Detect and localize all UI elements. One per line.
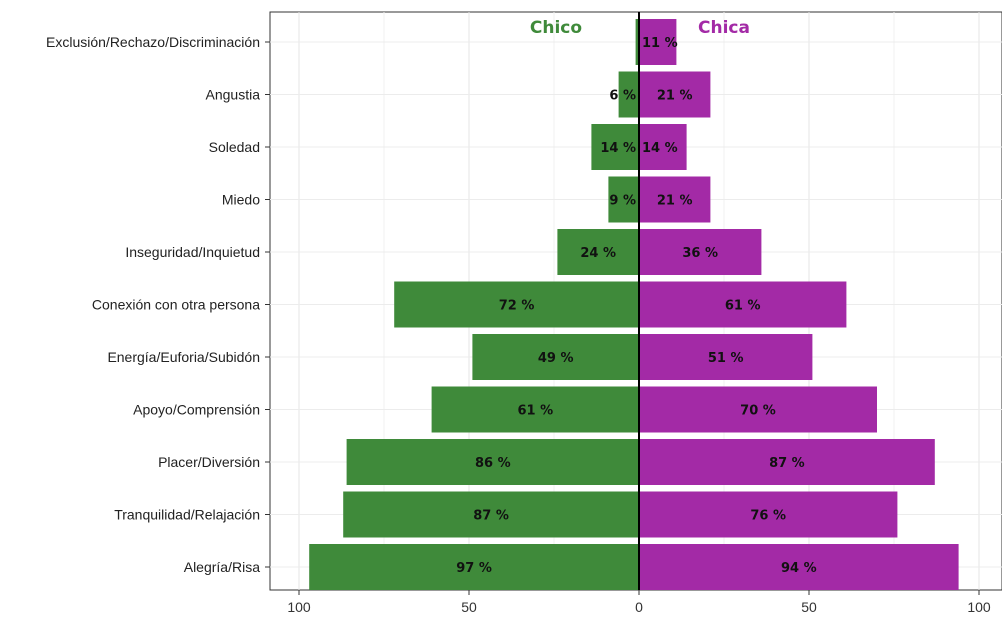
value-label-chico: 86 % [475, 456, 511, 471]
value-label-chica: 76 % [750, 509, 786, 524]
chica-bars [639, 19, 959, 590]
category-label: Exclusión/Rechazo/Discriminación [46, 34, 260, 50]
bar-chico [635, 19, 639, 65]
x-tick-label: 50 [461, 599, 477, 615]
bar-chica [639, 439, 935, 485]
x-tick-label: 100 [287, 599, 311, 615]
x-tick-label: 100 [967, 599, 991, 615]
bar-chica [639, 544, 959, 590]
value-label-chico: 49 % [538, 351, 574, 366]
bar-chica [639, 124, 687, 170]
value-label-chica: 70 % [740, 404, 776, 419]
value-label-chica: 21 % [657, 89, 693, 104]
bar-chica [639, 386, 877, 433]
value-label-chica: 94 % [781, 561, 817, 576]
legend-chico: Chico [530, 18, 582, 38]
category-label: Apoyo/Comprensión [133, 402, 260, 418]
value-label-chico: 24 % [580, 246, 616, 261]
category-ticks [265, 41, 270, 568]
category-labels: Exclusión/Rechazo/Discriminación Angustia… [46, 34, 260, 575]
bar-chica [639, 334, 813, 380]
bar-chico [591, 124, 639, 170]
x-axis-ticks: 100 50 0 50 100 [287, 590, 991, 615]
category-label: Tranquilidad/Relajación [114, 507, 260, 523]
value-label-chica: 87 % [769, 456, 805, 471]
bar-chico [394, 281, 639, 328]
bar-chica [639, 19, 677, 65]
value-label-chica: 36 % [682, 246, 718, 261]
value-label-chico: 6 % [609, 89, 636, 104]
value-label-chico: 61 % [517, 404, 553, 419]
x-tick-label: 0 [635, 599, 643, 615]
bar-chica [639, 176, 711, 223]
value-label-chica: 21 % [657, 194, 693, 209]
category-label: Alegría/Risa [184, 559, 260, 575]
value-label-chica: 11 % [642, 36, 678, 51]
category-label: Angustia [206, 87, 261, 103]
value-labels: 11 % 6 % 21 % 14 % 14 % 9 % 21 % 24 % 36 % 72 % 61… [456, 36, 816, 576]
category-label: Placer/Diversión [158, 454, 260, 470]
bar-chico [346, 439, 639, 485]
bar-chico [343, 491, 639, 538]
value-label-chico: 14 % [600, 141, 636, 156]
x-tick-label: 50 [801, 599, 817, 615]
category-label: Soledad [209, 139, 260, 155]
chico-bars [309, 19, 639, 590]
value-label-chico: 97 % [456, 561, 492, 576]
value-label-chico: 87 % [473, 509, 509, 524]
value-label-chico: 72 % [499, 299, 535, 314]
bar-chica [639, 229, 762, 275]
value-label-chica: 14 % [642, 141, 678, 156]
bar-chico [608, 176, 639, 223]
bar-chica [639, 71, 711, 118]
value-label-chica: 61 % [725, 299, 761, 314]
category-label: Energía/Euforia/Subidón [107, 349, 260, 365]
bar-chico [431, 386, 639, 433]
category-label: Conexión con otra persona [92, 297, 260, 313]
category-label: Miedo [222, 192, 260, 208]
value-label-chica: 51 % [708, 351, 744, 366]
legend-chica: Chica [698, 18, 750, 38]
bar-chica [639, 281, 847, 328]
bar-chica [639, 491, 898, 538]
bar-chico [557, 229, 639, 275]
bar-chico [309, 544, 639, 590]
bar-chico [618, 71, 639, 118]
value-label-chico: 9 % [609, 194, 636, 209]
category-label: Inseguridad/Inquietud [125, 244, 260, 260]
bar-chico [472, 334, 639, 380]
